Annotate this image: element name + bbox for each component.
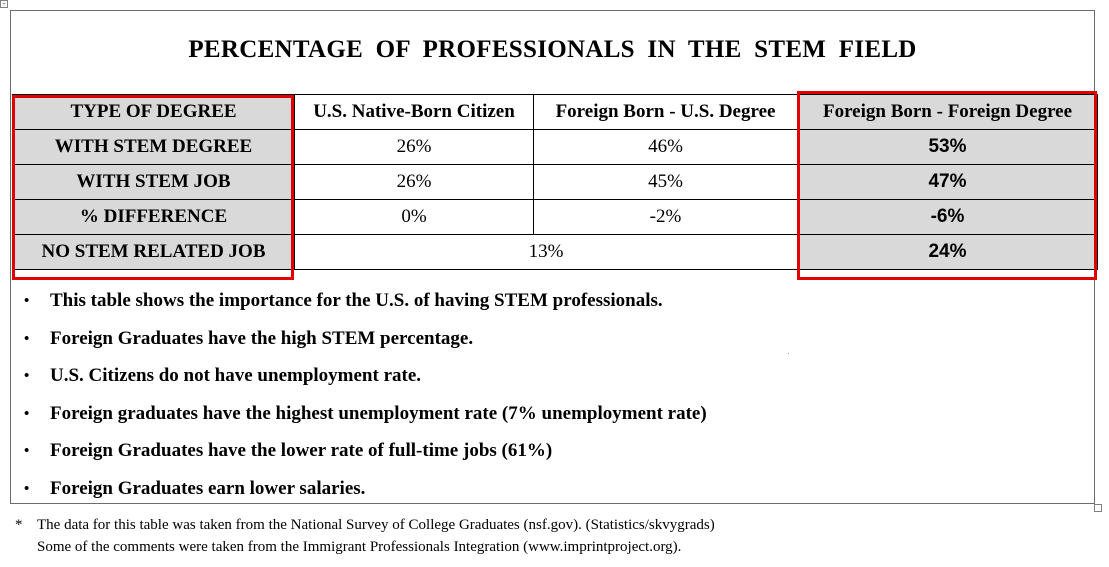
bullet-icon: • bbox=[24, 480, 30, 497]
header-foreign-foreign-degree: Foreign Born - Foreign Degree bbox=[797, 94, 1098, 130]
list-item: • This table shows the importance for the… bbox=[20, 289, 707, 327]
list-item: • Foreign Graduates earn lower salaries. bbox=[20, 477, 707, 515]
cell-fb-us: -2% bbox=[533, 199, 798, 235]
table-row: WITH STEM DEGREE 26% 46% 53% bbox=[12, 129, 1098, 165]
list-item-text: Foreign Graduates have the high STEM per… bbox=[50, 327, 474, 349]
list-item: • U.S. Citizens do not have unemployment … bbox=[20, 364, 707, 402]
list-item-text: Foreign Graduates have the lower rate of… bbox=[50, 440, 553, 462]
cell-fb-foreign: -6% bbox=[797, 199, 1098, 235]
list-item: • Foreign graduates have the highest unem… bbox=[20, 402, 707, 440]
bullet-icon: • bbox=[24, 293, 30, 309]
cell-fb-foreign: 24% bbox=[797, 234, 1098, 270]
bullet-icon: • bbox=[24, 368, 30, 385]
cell-native: 0% bbox=[294, 199, 534, 235]
footnote: * The data for this table was taken from… bbox=[15, 514, 715, 558]
cell-fb-us: 45% bbox=[533, 164, 798, 200]
list-item-text: Foreign graduates have the highest unemp… bbox=[50, 402, 707, 424]
bullet-icon: • bbox=[24, 330, 30, 347]
footnote-marker: * bbox=[15, 517, 23, 533]
cell-native: 26% bbox=[294, 164, 534, 200]
list-item: • Foreign Graduates have the lower rate o… bbox=[20, 439, 707, 477]
page-title: PERCENTAGE OF PROFESSIONALS IN THE STEM … bbox=[188, 36, 917, 63]
list-item-text: U.S. Citizens do not have unemployment r… bbox=[50, 365, 422, 387]
stray-dot bbox=[788, 353, 789, 354]
bullet-icon: • bbox=[24, 405, 30, 422]
list-item: • Foreign Graduates have the high STEM pe… bbox=[20, 327, 707, 365]
row-label: NO STEM RELATED JOB bbox=[12, 234, 295, 270]
table-row: % DIFFERENCE 0% -2% -6% bbox=[12, 199, 1098, 235]
row-label: WITH STEM JOB bbox=[12, 164, 295, 200]
table-row: NO STEM RELATED JOB 13% 24% bbox=[12, 234, 1098, 270]
move-handle-icon[interactable]: + bbox=[0, 0, 8, 8]
cell-fb-foreign: 47% bbox=[797, 164, 1098, 200]
header-foreign-us-degree: Foreign Born - U.S. Degree bbox=[533, 94, 798, 130]
cell-merged: 13% bbox=[294, 234, 798, 270]
cell-native: 26% bbox=[294, 129, 534, 165]
bullet-list: • This table shows the importance for the… bbox=[20, 289, 707, 515]
cell-fb-us: 46% bbox=[533, 129, 798, 165]
stem-table: TYPE OF DEGREE U.S. Native-Born Citizen … bbox=[12, 94, 1098, 270]
row-label: % DIFFERENCE bbox=[12, 199, 295, 235]
row-label: WITH STEM DEGREE bbox=[12, 129, 295, 165]
list-item-text: This table shows the importance for the … bbox=[50, 290, 663, 311]
list-item-text: Foreign Graduates earn lower salaries. bbox=[50, 477, 366, 499]
header-type-of-degree: TYPE OF DEGREE bbox=[12, 94, 295, 130]
resize-handle-icon[interactable] bbox=[1094, 504, 1102, 512]
bullet-icon: • bbox=[24, 443, 30, 460]
cell-fb-foreign: 53% bbox=[797, 129, 1098, 165]
table-header-row: TYPE OF DEGREE U.S. Native-Born Citizen … bbox=[12, 94, 1098, 130]
footnote-line: The data for this table was taken from t… bbox=[37, 517, 715, 533]
table-row: WITH STEM JOB 26% 45% 47% bbox=[12, 164, 1098, 200]
header-native-born: U.S. Native-Born Citizen bbox=[294, 94, 534, 130]
footnote-line: Some of the comments were taken from the… bbox=[37, 539, 682, 555]
